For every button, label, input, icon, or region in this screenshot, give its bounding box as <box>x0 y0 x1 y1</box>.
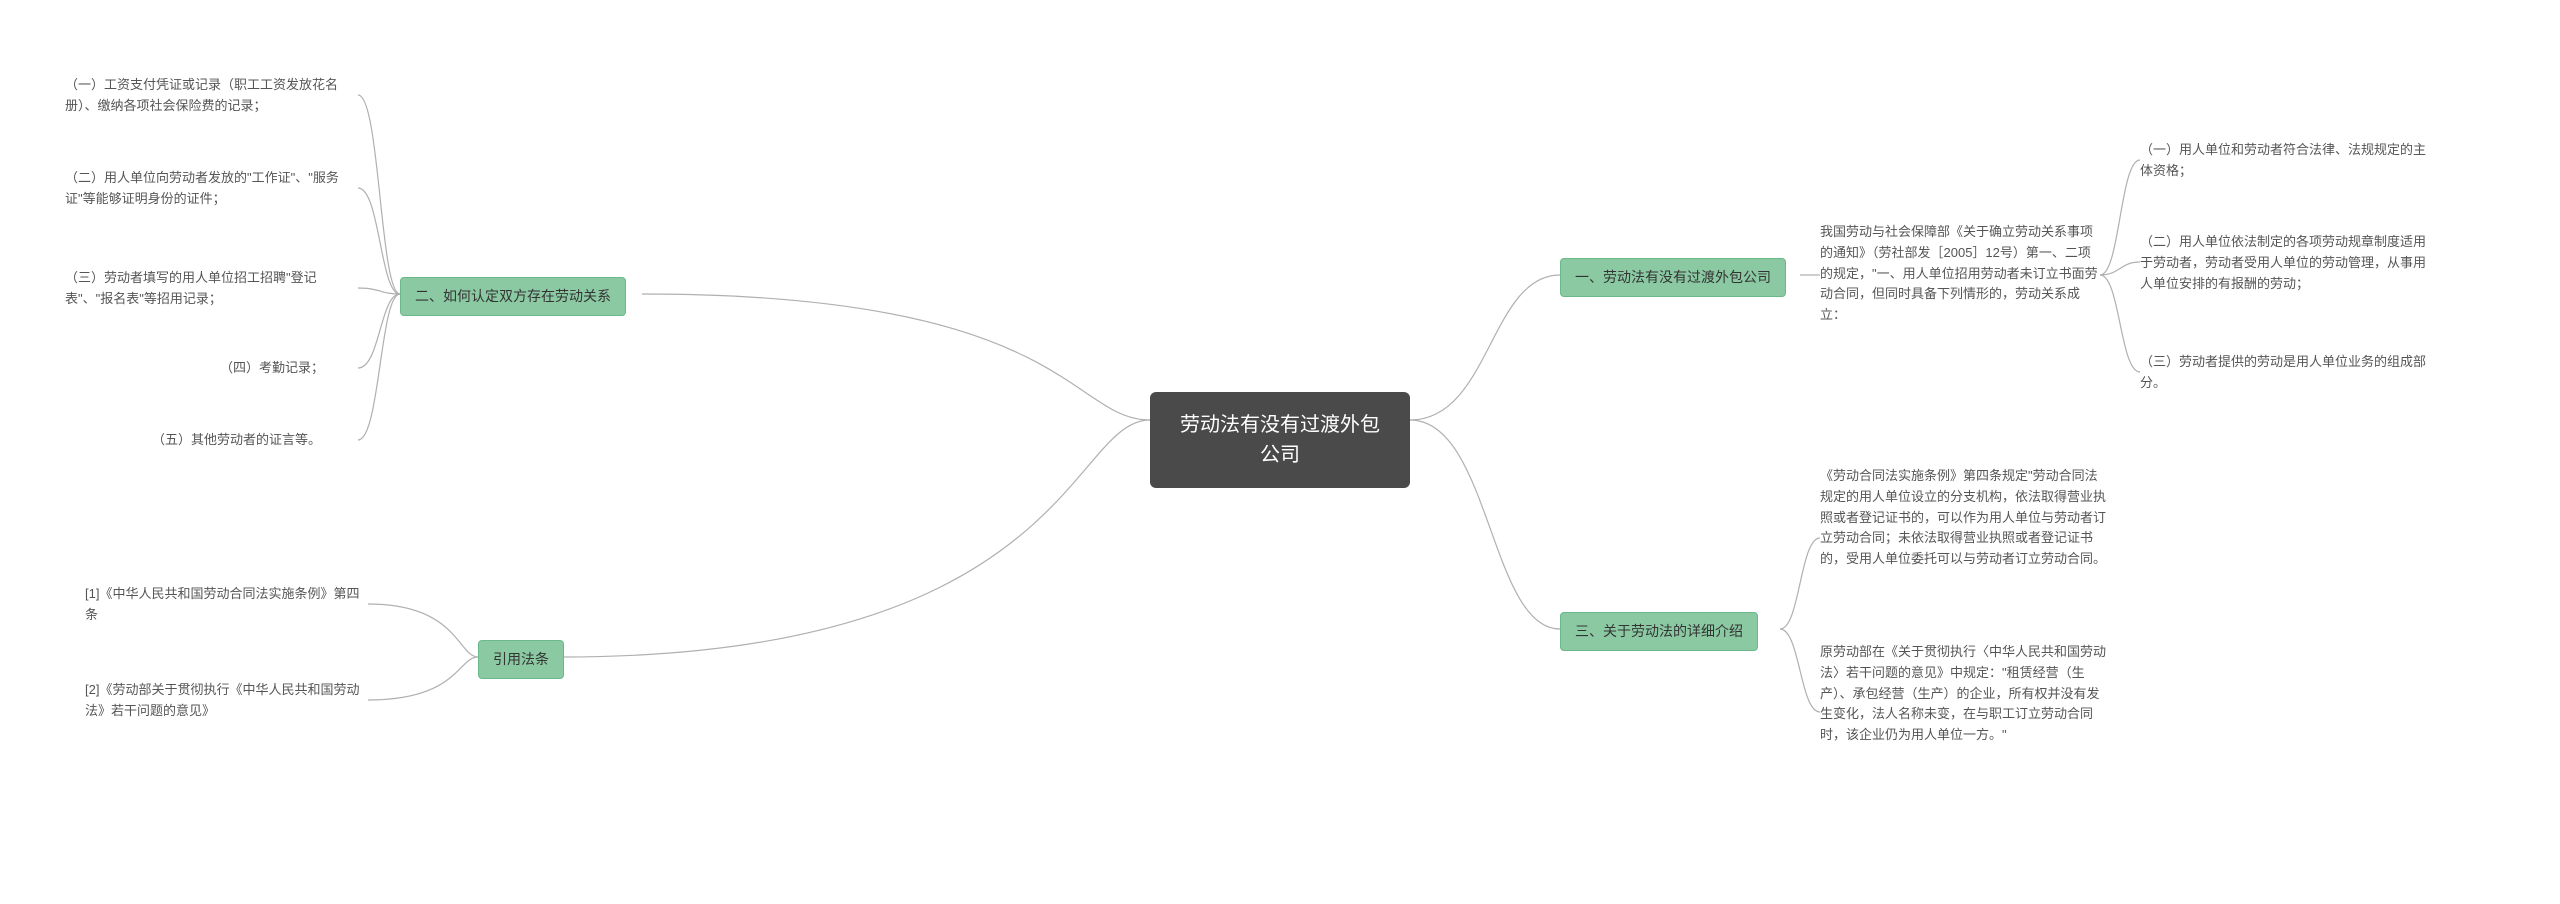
leaf-b2-5: （五）其他劳动者的证言等。 <box>152 430 362 451</box>
leaf-b1-3: （三）劳动者提供的劳动是用人单位业务的组成部分。 <box>2140 352 2430 394</box>
branch-3: 三、关于劳动法的详细介绍 <box>1560 612 1758 651</box>
leaf-b3-1: 《劳动合同法实施条例》第四条规定"劳动合同法规定的用人单位设立的分支机构，依法取… <box>1820 466 2110 570</box>
branch-1: 一、劳动法有没有过渡外包公司 <box>1560 258 1786 297</box>
leaf-b1-1: （一）用人单位和劳动者符合法律、法规规定的主体资格； <box>2140 140 2430 182</box>
branch-2: 二、如何认定双方存在劳动关系 <box>400 277 626 316</box>
leaf-b4-1: [1]《中华人民共和国劳动合同法实施条例》第四条 <box>85 584 365 626</box>
leaf-b1-2: （二）用人单位依法制定的各项劳动规章制度适用于劳动者，劳动者受用人单位的劳动管理… <box>2140 232 2430 294</box>
branch-4: 引用法条 <box>478 640 564 679</box>
leaf-b2-2: （二）用人单位向劳动者发放的"工作证"、"服务证"等能够证明身份的证件； <box>65 168 355 210</box>
leaf-b2-3: （三）劳动者填写的用人单位招工招聘"登记表"、"报名表"等招用记录； <box>65 268 355 310</box>
leaf-b3-2: 原劳动部在《关于贯彻执行〈中华人民共和国劳动法〉若干问题的意见》中规定："租赁经… <box>1820 642 2110 746</box>
leaf-b2-4: （四）考勤记录； <box>220 358 360 379</box>
root-node: 劳动法有没有过渡外包公司 <box>1150 392 1410 488</box>
leaf-b2-1: （一）工资支付凭证或记录（职工工资发放花名册）、缴纳各项社会保险费的记录； <box>65 75 355 117</box>
leaf-b1-pre: 我国劳动与社会保障部《关于确立劳动关系事项的通知》（劳社部发［2005］12号）… <box>1820 222 2100 326</box>
leaf-b4-2: [2]《劳动部关于贯彻执行《中华人民共和国劳动法》若干问题的意见》 <box>85 680 365 722</box>
